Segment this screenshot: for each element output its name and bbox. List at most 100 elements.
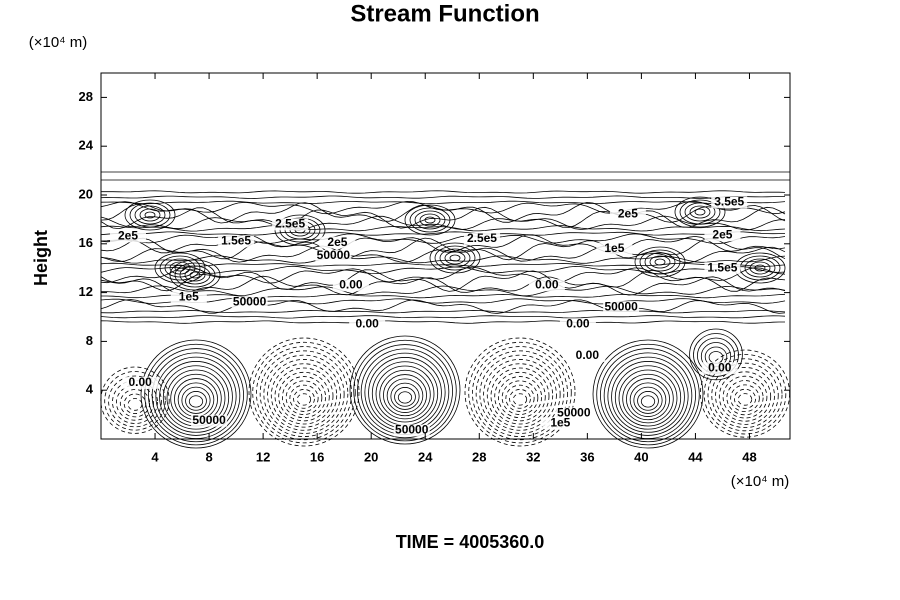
label-bg [542, 417, 579, 430]
contour-line [124, 199, 176, 231]
label-bg [191, 414, 228, 427]
contour-line [100, 206, 786, 230]
contour-line [498, 376, 542, 419]
y-unit: (×10⁴ m) [29, 34, 88, 51]
label-bg [609, 208, 646, 221]
x-tick-label: 12 [256, 449, 270, 464]
contour-line [419, 213, 441, 227]
contour-line [505, 384, 535, 412]
label-bg [393, 424, 430, 437]
contour-line [101, 293, 786, 299]
contour-line [464, 337, 576, 447]
contour-line [159, 255, 201, 281]
contour-label: 2e5 [618, 207, 638, 221]
contour-line [674, 196, 726, 228]
contour-label: 1e5 [179, 290, 199, 304]
contour-line [123, 393, 147, 415]
contour-line [189, 271, 201, 279]
contour-label: 0.00 [566, 316, 590, 330]
y-axis-label: Height [31, 230, 51, 286]
contour-label: 2e5 [712, 227, 732, 241]
x-tick-label: 36 [580, 449, 594, 464]
contour-line [184, 268, 206, 282]
contour-line [139, 208, 161, 222]
x-tick-label: 4 [151, 449, 159, 464]
contour-line [394, 387, 416, 407]
contour-label: 50000 [395, 423, 429, 437]
contour-line [501, 380, 539, 415]
contour-line [282, 376, 326, 419]
contour-label: 2.5e5 [275, 216, 305, 230]
x-tick-label: 20 [364, 449, 378, 464]
contour-label: 1.5e5 [221, 234, 251, 248]
label-bg [603, 301, 640, 314]
y-tick-label: 28 [79, 89, 93, 104]
contour-line [486, 363, 554, 428]
contour-line [296, 393, 312, 406]
contour-label: 2e5 [327, 235, 347, 249]
contour-label: 1.5e5 [707, 260, 737, 274]
label-bg [231, 296, 268, 309]
contour-line [100, 285, 786, 297]
label-bg [555, 407, 592, 420]
contour-line [349, 335, 461, 445]
contour-line [622, 373, 674, 424]
contour-line [726, 380, 764, 416]
contour-line [386, 378, 424, 413]
contour-line [383, 374, 427, 417]
contour-line [684, 202, 716, 222]
x-tick-label: 48 [742, 449, 756, 464]
contour-line [618, 369, 678, 427]
contour-line [679, 199, 721, 225]
contour-line [252, 341, 356, 444]
contour-line [633, 386, 663, 414]
contour-line [148, 348, 244, 443]
contour-line [100, 255, 786, 264]
label-bg [528, 279, 565, 292]
contour-line [707, 358, 783, 432]
contour-label: 1e5 [550, 415, 570, 429]
contour-label: 0.00 [339, 277, 363, 291]
contour-line [140, 339, 252, 449]
contour-line [711, 362, 779, 429]
contour-line [159, 361, 233, 433]
contour-field [100, 171, 791, 449]
contour-line [181, 386, 211, 414]
contour-line [100, 245, 786, 264]
contour-line [626, 378, 670, 421]
contour-line [449, 254, 461, 262]
contour-label: 0.00 [576, 348, 600, 362]
contour-line [169, 259, 221, 291]
contour-line [715, 367, 775, 425]
label-bg [319, 236, 356, 249]
contour-line [414, 210, 446, 230]
contour-line [162, 365, 230, 430]
contour-line [734, 388, 756, 409]
label-bg [559, 318, 596, 331]
contour-line [100, 195, 785, 199]
contour-line [100, 190, 786, 194]
contour-line [289, 384, 319, 412]
contour-line [353, 339, 457, 442]
contour-line [644, 252, 676, 272]
label-bg [596, 242, 633, 255]
contour-line [179, 265, 211, 285]
contour-line [248, 337, 360, 447]
contour-label: 50000 [192, 413, 226, 427]
contour-line [654, 258, 666, 266]
contour-line [629, 382, 667, 417]
contour-line [267, 359, 341, 431]
contour-line [703, 353, 787, 435]
contour-line [177, 382, 215, 417]
x-tick-label: 40 [634, 449, 648, 464]
contour-line [104, 371, 166, 431]
x-tick-label: 24 [418, 449, 433, 464]
contour-line [390, 382, 420, 410]
contour-line [722, 375, 768, 419]
contour-line [100, 299, 786, 314]
contour-line [285, 380, 323, 415]
contour-line [357, 344, 453, 439]
contour-line [100, 315, 786, 319]
contour-line [263, 354, 345, 434]
contour-label: 1e5 [604, 241, 624, 255]
